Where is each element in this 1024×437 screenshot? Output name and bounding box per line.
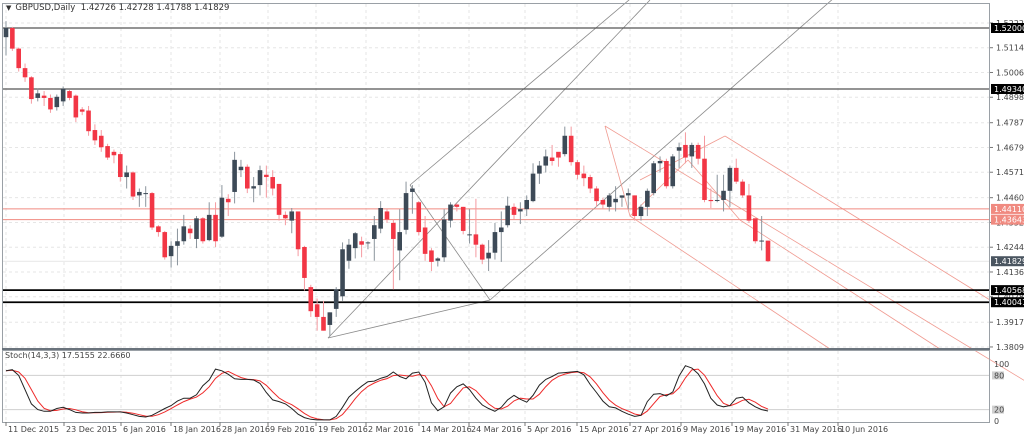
stoch-level-label: 20 [994, 406, 1004, 415]
date-tick-label: 23 Dec 2015 [66, 425, 117, 434]
candlesticks [3, 21, 771, 337]
date-tick-label: 19 May 2016 [734, 425, 786, 434]
price-tick-label: 1.38090 [996, 343, 1024, 352]
price-tag-label: 1.40568 [994, 286, 1024, 295]
ohlc-values: 1.42726 1.42728 1.41788 1.41829 [80, 3, 230, 13]
date-tick-label: 11 Dec 2015 [8, 425, 59, 434]
price-tag-label: 1.40041 [994, 298, 1024, 307]
price-tick-label: 1.51140 [996, 44, 1024, 53]
chart-grid [3, 4, 989, 422]
stoch-level-label: 0 [994, 417, 999, 426]
date-tick-label: 14 Mar 2016 [421, 425, 472, 434]
price-tick-label: 1.44600 [996, 194, 1024, 203]
stoch-level-label: 80 [994, 371, 1004, 380]
date-tick-label: 18 Jan 2016 [173, 425, 221, 434]
stochastic-title: Stoch(14,3,3) 17.5155 22.6660 [5, 351, 131, 360]
price-tag-label: 1.44110 [994, 205, 1024, 214]
horizontal-levels[interactable] [3, 27, 989, 304]
date-tick-label: 9 Feb 2016 [270, 425, 315, 434]
date-tick-label: 27 Apr 2016 [632, 425, 681, 434]
price-tag-label: 1.49340 [994, 85, 1024, 94]
date-tick-label: 19 Feb 2016 [318, 425, 368, 434]
price-tags: 1.52000 1.49340 1.44110 1.43643 1.41829 1.405… [991, 23, 1024, 308]
date-tick-label: 31 May 2016 [790, 425, 842, 434]
symbol-label: GBPUSD,Daily [15, 3, 76, 13]
price-tick-label: 1.47870 [996, 119, 1024, 128]
chart-frame [2, 3, 990, 423]
chart-title: ▼ GBPUSD,Daily 1.42726 1.42728 1.41788 1.… [6, 3, 229, 13]
price-tag-label: 1.52000 [994, 24, 1024, 33]
stochastic-oscillator [3, 365, 989, 421]
price-tag-label: 1.43643 [994, 216, 1024, 225]
time-axis[interactable]: 11 Dec 2015 23 Dec 2015 6 Jan 2016 18 Jan 2… [5, 422, 888, 434]
date-tick-label: 28 Jan 2016 [222, 425, 270, 434]
date-tick-label: 5 Apr 2016 [527, 425, 571, 434]
date-tick-label: 10 Jun 2016 [840, 425, 888, 434]
price-tick-label: 1.50060 [996, 68, 1024, 77]
date-tick-label: 6 Jan 2016 [123, 425, 166, 434]
price-tick-label: 1.41360 [996, 268, 1024, 277]
date-tick-label: 24 Mar 2016 [471, 425, 522, 434]
pitchfork-trendlines[interactable] [327, 0, 1024, 390]
date-tick-label: 15 Apr 2016 [579, 425, 628, 434]
stoch-level-label: 100 [994, 360, 1009, 369]
price-tick-label: 1.42440 [996, 243, 1024, 252]
price-tick-label: 1.46790 [996, 143, 1024, 152]
date-tick-label: 9 May 2016 [683, 425, 730, 434]
dropdown-arrow-icon[interactable]: ▼ [6, 4, 12, 12]
price-tick-label: 1.48980 [996, 93, 1024, 102]
price-tick-label: 1.45710 [996, 168, 1024, 177]
stochastic-axis: 100 80 20 0 [992, 360, 1009, 426]
price-tag-label: 1.41829 [994, 257, 1024, 266]
date-tick-label: 2 Mar 2016 [368, 425, 414, 434]
price-tick-label: 1.39170 [996, 318, 1024, 327]
